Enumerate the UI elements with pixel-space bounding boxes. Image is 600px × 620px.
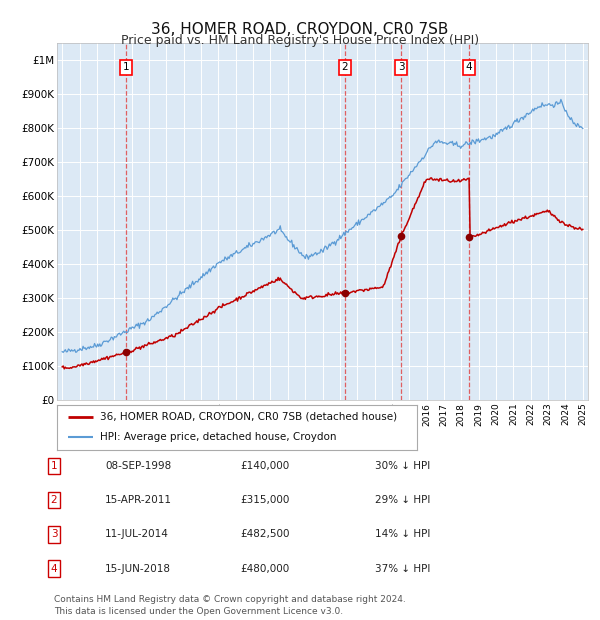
Text: Contains HM Land Registry data © Crown copyright and database right 2024.
This d: Contains HM Land Registry data © Crown c… <box>54 595 406 616</box>
Text: 14% ↓ HPI: 14% ↓ HPI <box>375 529 430 539</box>
Text: 15-APR-2011: 15-APR-2011 <box>105 495 172 505</box>
Text: 08-SEP-1998: 08-SEP-1998 <box>105 461 171 471</box>
Text: 2: 2 <box>50 495 58 505</box>
Text: 2: 2 <box>341 62 348 72</box>
Text: 11-JUL-2014: 11-JUL-2014 <box>105 529 169 539</box>
Text: 1: 1 <box>123 62 130 72</box>
Text: 3: 3 <box>50 529 58 539</box>
Text: 29% ↓ HPI: 29% ↓ HPI <box>375 495 430 505</box>
Text: 1: 1 <box>50 461 58 471</box>
Text: 37% ↓ HPI: 37% ↓ HPI <box>375 564 430 574</box>
Text: £315,000: £315,000 <box>240 495 289 505</box>
Text: £140,000: £140,000 <box>240 461 289 471</box>
Text: 36, HOMER ROAD, CROYDON, CR0 7SB: 36, HOMER ROAD, CROYDON, CR0 7SB <box>151 22 449 37</box>
Text: 36, HOMER ROAD, CROYDON, CR0 7SB (detached house): 36, HOMER ROAD, CROYDON, CR0 7SB (detach… <box>100 412 397 422</box>
Text: HPI: Average price, detached house, Croydon: HPI: Average price, detached house, Croy… <box>100 432 337 443</box>
Text: £482,500: £482,500 <box>240 529 290 539</box>
Text: 3: 3 <box>398 62 404 72</box>
Text: 4: 4 <box>466 62 472 72</box>
Text: £480,000: £480,000 <box>240 564 289 574</box>
Text: 30% ↓ HPI: 30% ↓ HPI <box>375 461 430 471</box>
Text: 15-JUN-2018: 15-JUN-2018 <box>105 564 171 574</box>
Text: Price paid vs. HM Land Registry's House Price Index (HPI): Price paid vs. HM Land Registry's House … <box>121 34 479 47</box>
Text: 4: 4 <box>50 564 58 574</box>
